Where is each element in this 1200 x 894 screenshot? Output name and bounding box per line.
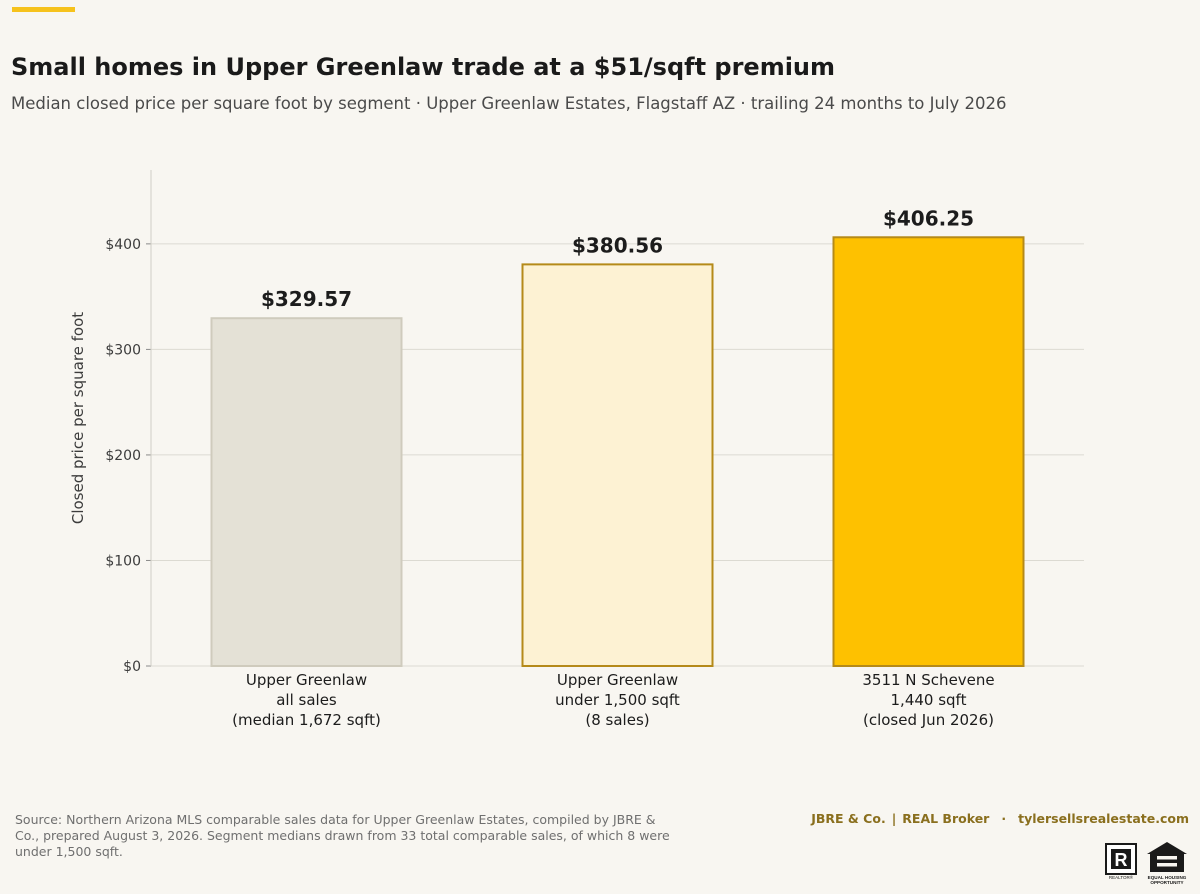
y-tick-label: $0 [123, 659, 141, 675]
x-tick-label: (closed Jun 2026) [863, 711, 994, 729]
y-axis-label: Closed price per square foot [69, 312, 87, 524]
y-tick-label: $100 [105, 553, 141, 569]
x-tick-label: (8 sales) [585, 711, 649, 729]
realtor-logo: R REALTOR® [1105, 843, 1137, 880]
bar [210, 317, 403, 667]
y-tick-label: $300 [105, 342, 141, 358]
data-label: $329.57 [261, 287, 352, 311]
bar [832, 236, 1025, 668]
svg-text:R: R [1115, 850, 1128, 870]
x-tick-label: under 1,500 sqft [555, 691, 680, 709]
x-tick-label: 3511 N Schevene [862, 671, 994, 689]
brand-separator: · [1001, 811, 1007, 826]
y-tick-label: $400 [105, 237, 141, 253]
y-tick-label: $200 [105, 448, 141, 464]
data-label: $406.25 [883, 206, 974, 230]
website-link[interactable]: tylersellsrealestate.com [1018, 811, 1189, 826]
source-note: Source: Northern Arizona MLS comparable … [15, 812, 670, 859]
svg-text:EQUAL HOUSING: EQUAL HOUSING [1148, 875, 1187, 880]
x-tick-label: Upper Greenlaw [246, 671, 367, 689]
svg-text:REALTOR®: REALTOR® [1109, 874, 1134, 880]
svg-text:OPPORTUNITY: OPPORTUNITY [1150, 880, 1183, 885]
broker-name: REAL Broker [902, 811, 990, 826]
accent-bar [12, 7, 75, 12]
x-tick-label: 1,440 sqft [891, 691, 967, 709]
brand-line: JBRE & Co. | REAL Broker · tylersellsrealest… [811, 811, 1189, 826]
equal-housing-logo: EQUAL HOUSING OPPORTUNITY [1147, 842, 1187, 885]
x-tick-label: (median 1,672 sqft) [232, 711, 381, 729]
bar [521, 263, 714, 667]
chart-title: Small homes in Upper Greenlaw trade at a… [11, 53, 836, 81]
brand-separator: | [891, 811, 897, 826]
chart-subtitle: Median closed price per square foot by s… [11, 94, 1007, 113]
x-tick-label: all sales [276, 691, 337, 709]
bar-chart: $0 $100 $200 $300 $400 Closed price per squar… [69, 170, 1084, 729]
brand-name: JBRE & Co. [811, 811, 886, 826]
x-tick-label: Upper Greenlaw [557, 671, 678, 689]
data-label: $380.56 [572, 233, 663, 257]
